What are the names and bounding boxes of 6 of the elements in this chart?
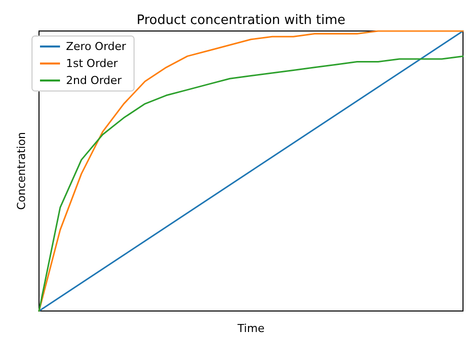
legend-label: 2nd Order: [66, 74, 122, 87]
legend-label: 1st Order: [66, 57, 118, 70]
legend-label: Zero Order: [66, 40, 127, 53]
x-axis-title: Time: [236, 322, 265, 335]
y-axis-title: Concentration: [15, 132, 28, 210]
chart-title: Product concentration with time: [136, 13, 346, 28]
